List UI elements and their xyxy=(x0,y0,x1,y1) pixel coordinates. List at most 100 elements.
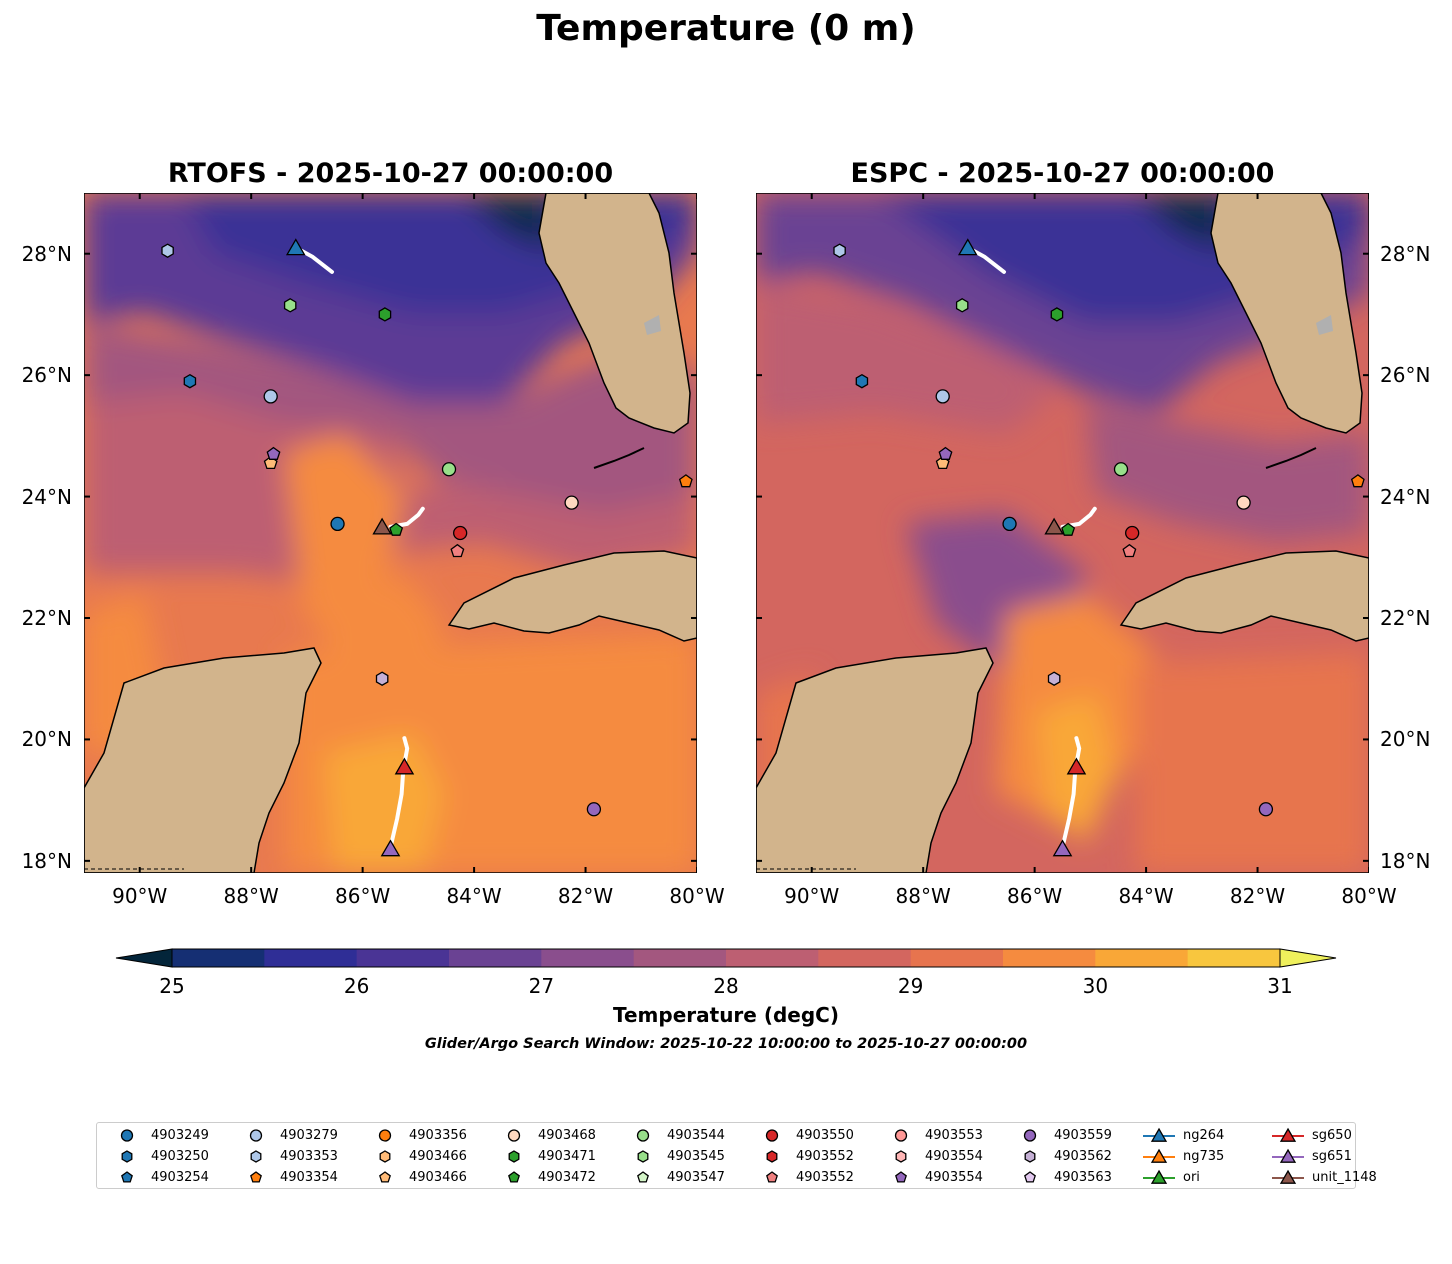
colorbar-segment xyxy=(172,949,265,967)
glider-ng264[interactable] xyxy=(285,238,306,256)
lat-label: 18°N xyxy=(21,848,72,873)
argo-float-4903552[interactable] xyxy=(1122,543,1137,558)
lon-label: 84°W xyxy=(1118,884,1174,908)
lon-label: 90°W xyxy=(784,884,840,908)
colorbar-tick-label: 28 xyxy=(713,974,739,998)
glider-sg651[interactable] xyxy=(1052,839,1073,857)
legend-marker-pentagon xyxy=(895,1171,907,1183)
legend-label: 4903563 xyxy=(1054,1170,1112,1185)
legend-marker-circle xyxy=(378,1129,392,1142)
colorbar-segment xyxy=(818,949,912,967)
argo-float-4903471[interactable] xyxy=(378,307,392,322)
florida-keys xyxy=(593,447,645,469)
legend-label: 4903254 xyxy=(151,1170,209,1185)
lon-label: 88°W xyxy=(223,884,279,908)
argo-float-4903354[interactable] xyxy=(678,474,693,488)
argo-float-4903544[interactable] xyxy=(441,462,457,477)
lat-label: 24°N xyxy=(21,484,72,509)
argo-float-4903554[interactable] xyxy=(266,446,281,460)
glider-unit_1148[interactable] xyxy=(1044,517,1064,535)
argo-float-4903545[interactable] xyxy=(955,298,969,313)
legend-marker-hexagon xyxy=(379,1150,391,1163)
argo-float-4903249[interactable] xyxy=(1002,516,1017,532)
colorbar-segment xyxy=(726,949,819,967)
argo-float-4903279[interactable] xyxy=(935,389,950,404)
colorbar-tick-label: 27 xyxy=(528,974,555,998)
panel-title-espc: ESPC - 2025-10-27 00:00:00 xyxy=(850,158,1275,189)
argo-float-4903468[interactable] xyxy=(1236,495,1251,510)
colorbar-segment xyxy=(449,949,542,967)
colorbar-segment xyxy=(910,949,1004,967)
argo-float-4903353[interactable] xyxy=(833,243,846,258)
legend-label: 4903249 xyxy=(151,1128,209,1143)
legend-label: sg650 xyxy=(1312,1128,1352,1143)
legend-marker-hexagon xyxy=(766,1150,778,1163)
legend-marker-triangle xyxy=(1279,1169,1297,1184)
glider-ng264[interactable] xyxy=(957,238,978,256)
argo-float-4903554[interactable] xyxy=(938,446,953,460)
legend-label: ng264 xyxy=(1183,1128,1225,1143)
argo-float-4903552[interactable] xyxy=(450,543,465,558)
lat-label: 22°N xyxy=(1380,606,1431,630)
colorbar-segment xyxy=(1003,949,1096,967)
colorbar-segment xyxy=(541,949,635,967)
lat-label: 26°N xyxy=(21,363,72,388)
legend-label: 4903354 xyxy=(280,1170,338,1185)
argo-float-4903472[interactable] xyxy=(1061,522,1076,536)
legend-marker-pentagon xyxy=(121,1171,133,1183)
glider-sg651[interactable] xyxy=(380,839,401,857)
argo-float-4903550[interactable] xyxy=(1125,525,1140,541)
lon-label: 82°W xyxy=(1229,884,1286,908)
figure-title: Temperature (0 m) xyxy=(536,8,916,49)
map-rtofs[interactable] xyxy=(84,193,697,873)
legend-marker-circle xyxy=(765,1129,779,1142)
yucatan-land xyxy=(84,647,322,873)
legend-label: 4903545 xyxy=(667,1149,725,1164)
legend-marker-hexagon xyxy=(250,1150,262,1163)
legend-marker-circle xyxy=(507,1129,521,1142)
legend-label: 4903552 xyxy=(796,1149,854,1164)
argo-float-4903472[interactable] xyxy=(389,522,404,536)
florida-land xyxy=(538,193,691,434)
glider-track-sg650 xyxy=(389,736,410,845)
legend-label: 4903547 xyxy=(667,1170,725,1185)
argo-float-4903250[interactable] xyxy=(183,373,197,389)
colorbar-extend-high xyxy=(1279,948,1337,968)
lon-label: 80°W xyxy=(669,884,725,908)
legend-marker-pentagon xyxy=(250,1171,262,1183)
colorbar-tick-label: 25 xyxy=(159,974,185,998)
argo-float-4903545[interactable] xyxy=(283,298,297,313)
glider-unit_1148[interactable] xyxy=(372,517,392,535)
observations-rtofs xyxy=(84,193,697,873)
argo-float-4903544[interactable] xyxy=(1113,462,1129,477)
argo-float-4903250[interactable] xyxy=(855,373,869,389)
legend-label: 4903356 xyxy=(409,1128,467,1143)
argo-float-4903471[interactable] xyxy=(1050,307,1064,322)
lake-okeechobee xyxy=(644,315,661,335)
legend-marker-hexagon xyxy=(637,1150,649,1163)
lon-label: 86°W xyxy=(1007,884,1063,908)
lake-okeechobee xyxy=(1316,315,1333,335)
argo-float-4903562[interactable] xyxy=(1047,671,1061,686)
legend-label: 4903279 xyxy=(280,1128,338,1143)
legend-label: 4903559 xyxy=(1054,1128,1112,1143)
argo-float-4903249[interactable] xyxy=(330,516,345,532)
map-espc[interactable] xyxy=(756,193,1369,873)
legend-marker-triangle xyxy=(1279,1127,1297,1142)
argo-float-4903468[interactable] xyxy=(564,495,579,510)
argo-float-4903279[interactable] xyxy=(263,389,278,404)
argo-float-4903562[interactable] xyxy=(375,671,389,686)
colorbar-segment xyxy=(264,949,358,967)
lat-label: 18°N xyxy=(1380,848,1431,873)
glider-sg650[interactable] xyxy=(394,757,415,775)
argo-float-4903353[interactable] xyxy=(161,243,174,258)
argo-float-4903354[interactable] xyxy=(1350,474,1365,488)
glider-sg650[interactable] xyxy=(1066,757,1087,775)
argo-float-4903559[interactable] xyxy=(586,802,602,817)
legend-marker-hexagon xyxy=(121,1150,133,1163)
cuba-land xyxy=(447,550,697,642)
argo-float-4903559[interactable] xyxy=(1258,802,1274,817)
argo-float-4903550[interactable] xyxy=(453,525,468,541)
legend-label: ng735 xyxy=(1183,1149,1225,1164)
legend-marker-triangle xyxy=(1150,1148,1168,1163)
